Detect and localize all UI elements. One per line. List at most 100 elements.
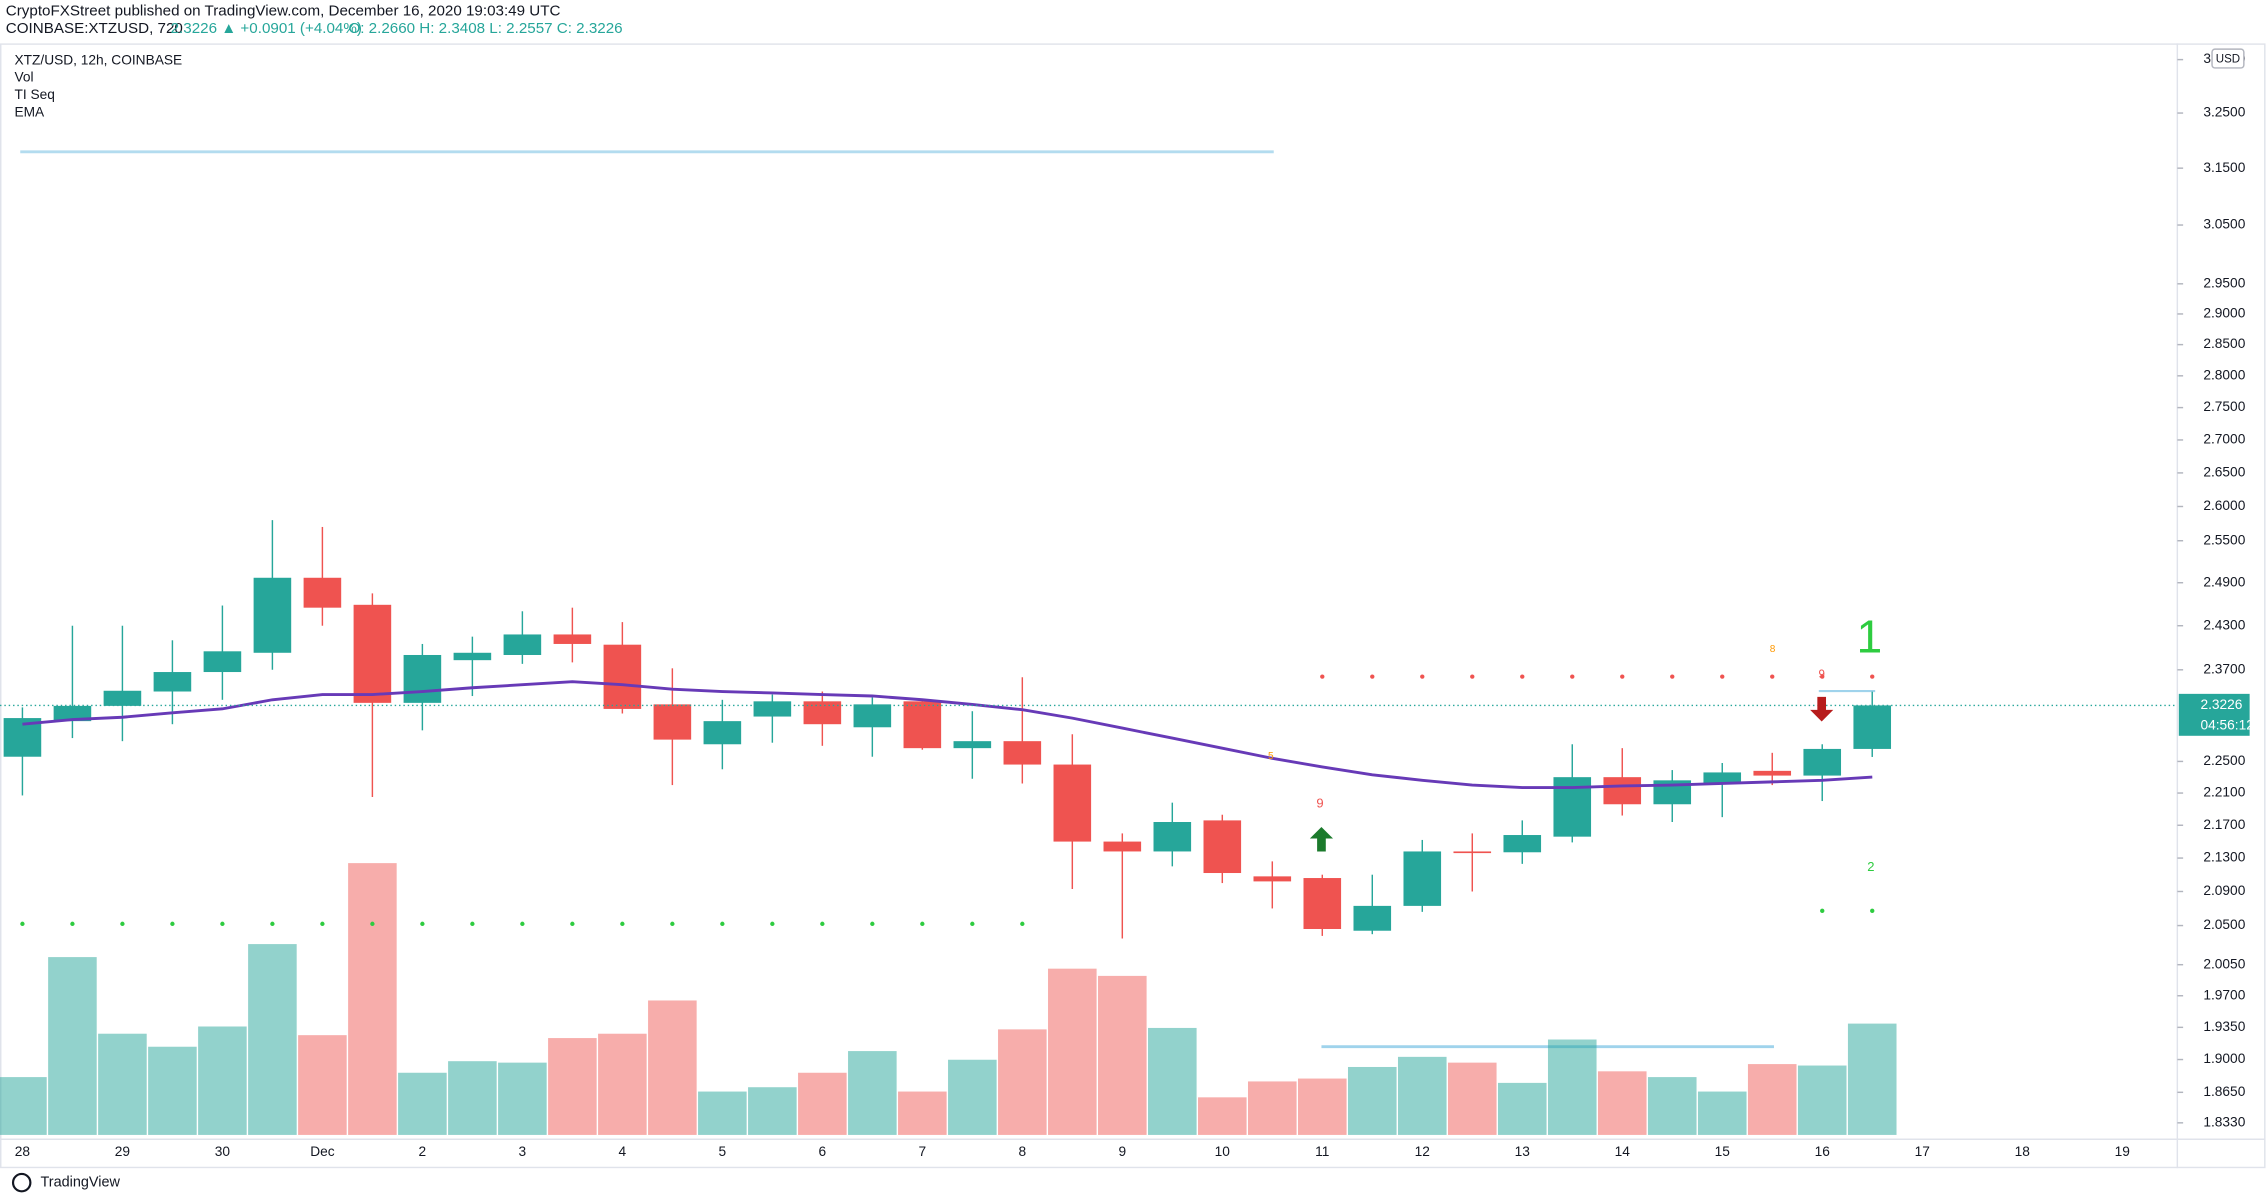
candle-body (3, 718, 42, 757)
y-tick-label: 2.1300 (2203, 850, 2245, 865)
volume-bar (1697, 1091, 1747, 1135)
volume-bar (998, 1029, 1047, 1135)
countdown: 04:56:12 (2200, 717, 2253, 732)
x-tick-label: 2 (419, 1144, 427, 1159)
td-dot (670, 921, 675, 927)
y-tick-label: 1.9000 (2203, 1051, 2245, 1066)
td-dot (1620, 674, 1625, 679)
volume-bar (1347, 1066, 1397, 1135)
y-tick-label: 2.8000 (2203, 367, 2245, 382)
candle-body (53, 705, 92, 722)
td-dot (1770, 674, 1775, 679)
legend-tdseq: TI Seq (14, 87, 54, 102)
x-tick-label: 18 (2015, 1144, 2031, 1159)
volume-bar (498, 1062, 547, 1135)
td-dot (70, 921, 75, 927)
legend-ema: EMA (14, 104, 45, 119)
y-tick-label: 1.8650 (2203, 1084, 2245, 1099)
published-line: CryptoFXStreet published on TradingView.… (6, 3, 561, 20)
candle-body (453, 652, 492, 661)
td-count: 1 (1857, 611, 1883, 663)
td-dot (1370, 674, 1375, 679)
currency: USD (2216, 53, 2240, 65)
buy-arrow (1309, 826, 1334, 852)
x-tick-label: 30 (215, 1144, 231, 1159)
candle-body (1103, 841, 1142, 852)
y-tick-label: 3.1500 (2203, 160, 2245, 175)
x-tick-label: 3 (519, 1144, 527, 1159)
candle-body (1353, 905, 1392, 931)
td-label: 8 (1770, 644, 1776, 655)
volume-bar (1797, 1065, 1847, 1135)
volume-bar (1148, 1027, 1197, 1135)
volume-bar (348, 863, 397, 1135)
plot (0, 520, 2178, 1135)
x-tick-label: 8 (1019, 1144, 1027, 1159)
candle-body (803, 701, 842, 725)
ema-line (22, 680, 1873, 789)
candle-body (1453, 851, 1492, 854)
td-dot (1870, 674, 1875, 679)
x-tick-label: 15 (1715, 1144, 1731, 1159)
x-tick-label: 7 (919, 1144, 927, 1159)
td-dot (720, 921, 725, 927)
volume-bar (1497, 1082, 1547, 1135)
candle-body (1253, 876, 1292, 882)
volume-bar (848, 1051, 897, 1135)
td-dot (320, 921, 325, 927)
candle-body (653, 704, 692, 740)
y-tick-label: 2.2100 (2203, 785, 2245, 800)
price-axis: 1.8330 1.8650 1.9000 1.9350 1.9700 2.0050 2.05… (2177, 51, 2254, 1129)
x-tick-label: 4 (619, 1144, 627, 1159)
candle-body (303, 577, 342, 608)
candle-body (203, 651, 242, 673)
td-dot (820, 921, 825, 927)
y-tick-label: 2.7000 (2203, 432, 2245, 447)
volume-bar (298, 1035, 347, 1135)
y-tick-label: 2.9000 (2203, 306, 2245, 321)
volume-bar (698, 1091, 747, 1135)
volume-bar (948, 1059, 997, 1135)
volume-bar (1647, 1077, 1697, 1135)
td-dot (220, 921, 225, 927)
candle-body (1003, 741, 1042, 765)
volume-bar (448, 1061, 497, 1135)
volume-bar (1198, 1097, 1247, 1135)
candle-body (903, 701, 942, 749)
td-dot (1420, 674, 1425, 679)
td-dot (1470, 674, 1475, 679)
x-tick-label: 11 (1315, 1144, 1329, 1159)
td-dot (920, 921, 925, 927)
volume-bar (1248, 1081, 1297, 1135)
candle-body (1753, 770, 1792, 776)
td-dot (1020, 921, 1025, 927)
y-tick-label: 2.4300 (2203, 617, 2245, 632)
td-dot (1820, 908, 1825, 914)
y-tick-label: 2.4900 (2203, 574, 2245, 589)
candle-body (153, 672, 192, 692)
y-tick-label: 1.8330 (2203, 1114, 2245, 1129)
td-label: 2 (1867, 859, 1874, 874)
td-dot (1820, 674, 1825, 679)
candle-body (753, 701, 792, 717)
volume-bar (548, 1038, 597, 1135)
legend-vol: Vol (14, 70, 33, 85)
volume-bar (48, 957, 97, 1135)
candle-body (953, 741, 992, 749)
volume-bar (748, 1087, 797, 1135)
volume-bar (398, 1072, 447, 1135)
volume-bar (1597, 1071, 1647, 1135)
candle-body (853, 704, 892, 728)
y-tick-label: 2.8500 (2203, 336, 2245, 351)
volume-bar (1847, 1023, 1897, 1135)
volume-bar (1747, 1064, 1797, 1135)
sell-arrow (1810, 696, 1834, 722)
last-price-box (2178, 693, 2250, 736)
td-label: 9 (1316, 795, 1323, 810)
volume-bar (898, 1091, 947, 1135)
volume-bar (248, 944, 297, 1135)
td-dot (1720, 674, 1725, 679)
volume-bar (98, 1033, 147, 1135)
